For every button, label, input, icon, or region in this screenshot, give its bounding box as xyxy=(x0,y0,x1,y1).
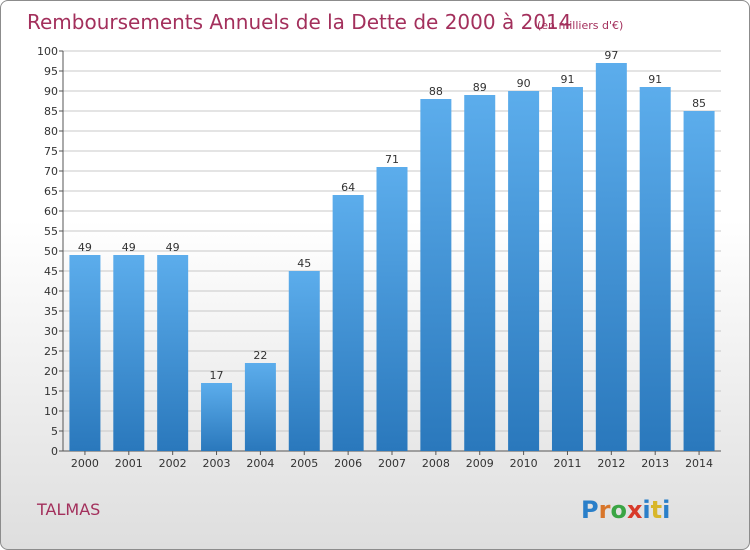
x-axis-ticks: 2000 2001 2002 2003 2004 2005 2006 2007 2008 2009… xyxy=(71,451,713,470)
bar-2001 xyxy=(113,255,145,451)
value-label-2006: 64 xyxy=(341,181,355,194)
bars xyxy=(69,63,715,451)
commune-name: TALMAS xyxy=(36,500,100,519)
y-tick-label: 35 xyxy=(44,305,58,318)
value-label-2014: 85 xyxy=(692,97,706,110)
chart-subtitle: (en milliers d'€) xyxy=(537,19,623,32)
value-label-2012: 97 xyxy=(604,49,618,62)
x-tick-label-2003: 2003 xyxy=(203,457,231,470)
y-tick-label: 10 xyxy=(44,405,58,418)
y-tick-label: 0 xyxy=(51,445,58,458)
y-tick-label: 55 xyxy=(44,225,58,238)
x-tick-label-2007: 2007 xyxy=(378,457,406,470)
value-label-2000: 49 xyxy=(78,241,92,254)
bar-2006 xyxy=(332,195,364,451)
y-tick-label: 70 xyxy=(44,165,58,178)
bar-2012 xyxy=(595,63,627,451)
y-tick-label: 45 xyxy=(44,265,58,278)
logo-letter: i xyxy=(642,496,650,524)
value-labels: 49 49 49 17 22 45 64 71 88 89 90 91 97 91 85 xyxy=(78,49,706,382)
y-tick-label: 20 xyxy=(44,365,58,378)
y-tick-label: 5 xyxy=(51,425,58,438)
y-tick-label: 80 xyxy=(44,125,58,138)
bar-2014 xyxy=(683,111,715,451)
y-tick-label: 75 xyxy=(44,145,58,158)
logo-letter: o xyxy=(610,496,627,524)
x-tick-label-2009: 2009 xyxy=(466,457,494,470)
y-tick-label: 30 xyxy=(44,325,58,338)
x-tick-label-2006: 2006 xyxy=(334,457,362,470)
y-tick-label: 60 xyxy=(44,205,58,218)
x-tick-label-2002: 2002 xyxy=(159,457,187,470)
bar-2011 xyxy=(551,87,583,451)
logo-letter: r xyxy=(599,496,611,524)
bar-2000 xyxy=(69,255,101,451)
x-tick-label-2011: 2011 xyxy=(553,457,581,470)
bar-2010 xyxy=(508,91,540,451)
y-tick-label: 95 xyxy=(44,65,58,78)
y-tick-label: 15 xyxy=(44,385,58,398)
value-label-2007: 71 xyxy=(385,153,399,166)
value-label-2002: 49 xyxy=(166,241,180,254)
y-axis-ticks: 0 5 10 15 20 25 30 35 40 45 50 55 60 65 70 75 80 85 90 95 10… xyxy=(37,45,63,458)
x-tick-label-2010: 2010 xyxy=(510,457,538,470)
y-tick-label: 90 xyxy=(44,85,58,98)
value-label-2001: 49 xyxy=(122,241,136,254)
value-label-2013: 91 xyxy=(648,73,662,86)
proxiti-logo: Proxiti xyxy=(581,496,670,524)
y-tick-label: 85 xyxy=(44,105,58,118)
x-tick-label-2014: 2014 xyxy=(685,457,713,470)
bar-2013 xyxy=(639,87,671,451)
value-label-2004: 22 xyxy=(253,349,267,362)
logo-letter: t xyxy=(651,496,662,524)
bar-2008 xyxy=(420,99,452,451)
x-tick-label-2008: 2008 xyxy=(422,457,450,470)
value-label-2009: 89 xyxy=(473,81,487,94)
logo-letter: i xyxy=(662,496,670,524)
x-tick-label-2004: 2004 xyxy=(246,457,274,470)
bar-2007 xyxy=(376,167,408,451)
logo-letter: x xyxy=(627,496,643,524)
value-label-2010: 90 xyxy=(517,77,531,90)
value-label-2003: 17 xyxy=(210,369,224,382)
x-tick-label-2001: 2001 xyxy=(115,457,143,470)
bar-2002 xyxy=(157,255,189,451)
bar-2009 xyxy=(464,95,496,451)
value-label-2011: 91 xyxy=(560,73,574,86)
y-tick-label: 65 xyxy=(44,185,58,198)
bar-2005 xyxy=(288,271,320,451)
bar-2004 xyxy=(244,363,276,451)
x-tick-label-2013: 2013 xyxy=(641,457,669,470)
logo-letter: P xyxy=(581,496,599,524)
value-label-2008: 88 xyxy=(429,85,443,98)
y-tick-label: 40 xyxy=(44,285,58,298)
chart-title: Remboursements Annuels de la Dette de 20… xyxy=(27,10,571,34)
value-label-2005: 45 xyxy=(297,257,311,270)
bar-2003 xyxy=(201,383,233,451)
x-tick-label-2000: 2000 xyxy=(71,457,99,470)
x-tick-label-2012: 2012 xyxy=(597,457,625,470)
y-tick-label: 25 xyxy=(44,345,58,358)
y-tick-label: 50 xyxy=(44,245,58,258)
y-tick-label: 100 xyxy=(37,45,58,58)
x-tick-label-2005: 2005 xyxy=(290,457,318,470)
